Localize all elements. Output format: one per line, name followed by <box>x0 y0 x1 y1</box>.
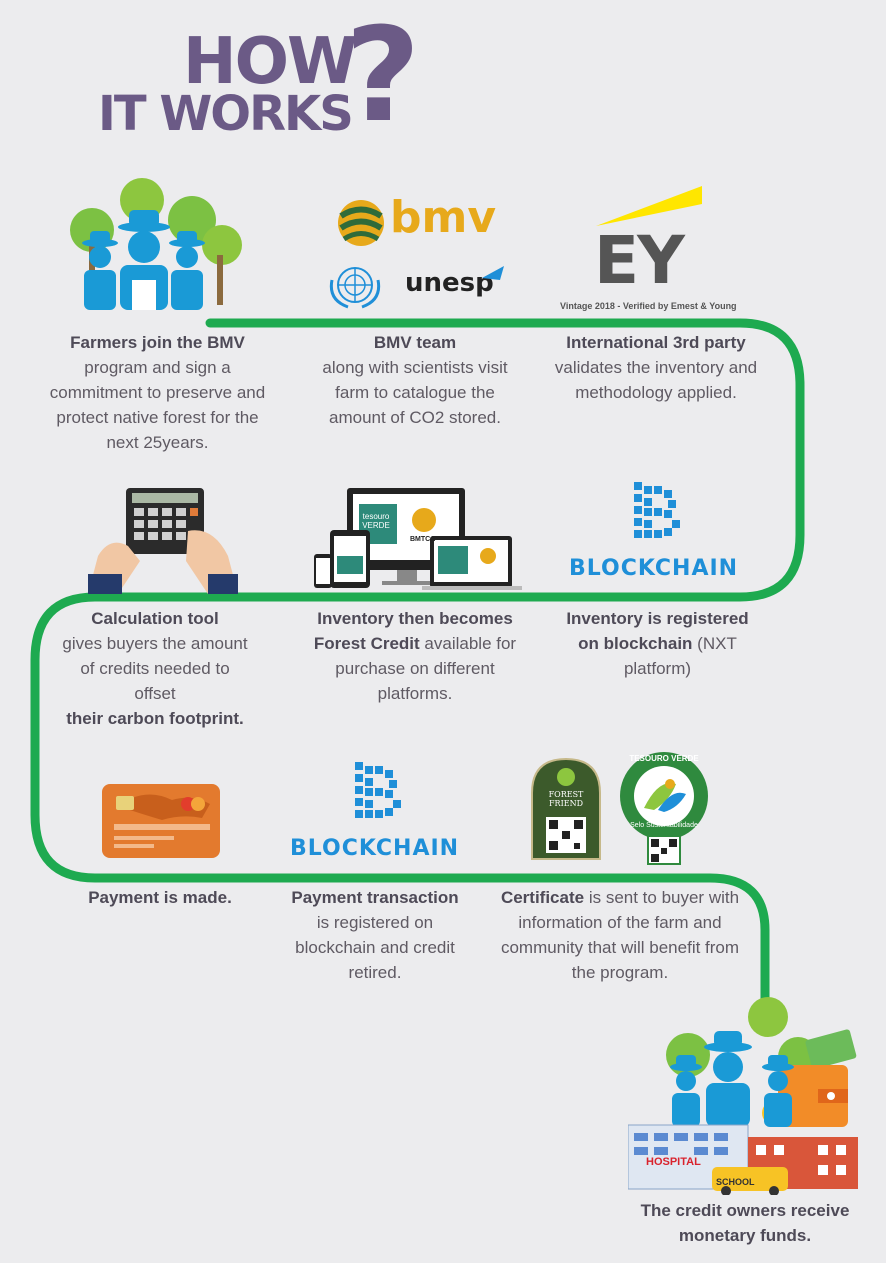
bmv-logo-text: bmv <box>390 192 497 243</box>
step-blockchain-registered: Inventory is registered on blockchain (N… <box>566 609 749 678</box>
blockchain-logo-2-text: BLOCKCHAIN <box>290 836 460 861</box>
forest-friend-label: FOREST FRIEND <box>548 790 584 808</box>
unesp-logo-text: unesp <box>405 268 494 298</box>
title-it-works: IT WORKS <box>98 86 354 142</box>
tesouro-verde-seal-icon <box>620 752 708 865</box>
unesp-wing-icon <box>482 266 504 280</box>
hospital-label: HOSPITAL <box>646 1156 701 1168</box>
blockchain-logo-icon <box>634 482 680 538</box>
bmtca-screen-label: BMTCA <box>410 536 436 543</box>
credit-card-icon <box>102 784 220 858</box>
step-payment-made: Payment is made. <box>88 888 232 907</box>
forest-friend-seal-icon <box>531 757 601 860</box>
devices-icon <box>314 488 522 590</box>
farmers-icon <box>70 178 242 310</box>
step-payment-transaction: Payment transaction is registered on bloc… <box>291 888 459 982</box>
tesouro-verde-screen-label: tesouro VERDE <box>362 512 390 530</box>
tesouro-seal-sub: Selo Sustentabilidade <box>630 822 698 829</box>
un-logo-icon <box>329 267 381 309</box>
blockchain-logo-text: BLOCKCHAIN <box>569 556 739 581</box>
ey-caption: Vintage 2018 - Verified by Emest & Young <box>560 301 737 311</box>
blockchain-logo-2-icon <box>355 762 401 818</box>
step-farmers-join: Farmers join the BMV program and sign a c… <box>49 333 266 452</box>
ey-logo-text: EY <box>594 222 685 299</box>
community-benefit-icon <box>628 997 858 1195</box>
step-forest-credit: Inventory then becomes Forest Credit avai… <box>313 609 517 703</box>
title-how: HOW <box>183 25 358 99</box>
step-credit-owners: The credit owners receive monetary funds… <box>640 1201 850 1245</box>
step-third-party: International 3rd party validates the inv… <box>554 333 758 402</box>
step-calculation-tool: Calculation tool gives buyers the amount … <box>62 609 248 728</box>
title-question-mark: ? <box>345 0 420 151</box>
bmv-logo-icon <box>338 200 384 246</box>
calculator-icon <box>88 488 238 594</box>
ey-beam-icon <box>596 186 702 226</box>
school-label: SCHOOL <box>716 1177 755 1187</box>
step-certificate: Certificate is sent to buyer with inform… <box>500 888 740 982</box>
tesouro-seal-label: TESOURO VERDE <box>629 754 699 763</box>
step-bmv-team: BMV team along with scientists visit farm… <box>322 333 508 427</box>
